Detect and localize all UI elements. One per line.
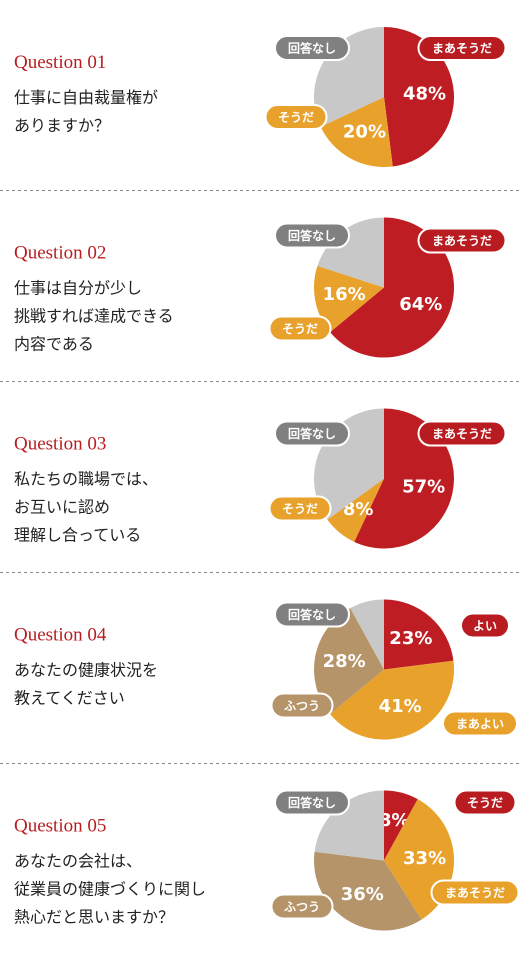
question-text: 挑戦すれば達成できる <box>14 307 174 326</box>
legend-label: そうだ <box>467 796 503 810</box>
question-title: Question 02 <box>14 243 106 264</box>
question-title: Question 05 <box>14 816 106 837</box>
value-label: 36% <box>341 884 384 905</box>
legend-pill <box>270 893 334 920</box>
legend-label: そうだ <box>278 111 314 125</box>
legend-pill <box>274 601 350 628</box>
legend-pill <box>460 612 510 639</box>
pie-slice <box>327 478 384 542</box>
value-label: 57% <box>402 476 445 497</box>
pie-slice <box>314 790 384 861</box>
value-label: 8% <box>379 810 410 831</box>
question-text: あなたの会社は、 <box>14 852 142 871</box>
legend-pill <box>268 315 332 342</box>
legend-label: そうだ <box>282 322 318 336</box>
question-text: 教えてください <box>14 689 125 708</box>
legend-pill <box>274 420 350 447</box>
legend-label: そうだ <box>282 502 318 516</box>
question-text: 熱心だと思いますか？ <box>14 908 174 927</box>
value-label: 16% <box>323 284 366 305</box>
question-title: Question 04 <box>14 625 107 646</box>
legend-label: 回答なし <box>288 41 336 56</box>
legend-label: まあそうだ <box>432 427 492 441</box>
value-label: 23% <box>389 628 432 649</box>
legend-pill <box>442 710 518 737</box>
pie-slice <box>350 599 384 670</box>
value-label: 41% <box>379 696 422 717</box>
legend-pill <box>274 35 350 61</box>
pie-slice <box>314 608 384 715</box>
legend-pill <box>417 420 507 447</box>
legend-label: 回答なし <box>288 426 336 441</box>
pie-slice <box>384 27 454 167</box>
legend-pill <box>417 227 507 254</box>
question-title: Question 01 <box>14 52 106 73</box>
legend-label: ふつう <box>284 900 320 914</box>
legend-label: ふつう <box>284 699 320 713</box>
legend-pill <box>417 35 507 61</box>
legend-label: まあそうだ <box>432 42 492 56</box>
pie-slice <box>384 599 454 670</box>
pie-slice <box>317 217 384 288</box>
legend-pill <box>453 789 517 816</box>
pie-slice <box>320 97 393 167</box>
pie-slice <box>314 851 422 931</box>
value-label: 28% <box>323 651 366 672</box>
question-text: あなたの健康状況を <box>14 661 158 680</box>
question-text: ありますか？ <box>14 116 110 135</box>
question-title: Question 03 <box>14 434 106 455</box>
question-text: 仕事は自分が少し <box>14 279 142 298</box>
legend-pill <box>274 789 350 816</box>
pie-slice <box>384 790 418 861</box>
legend-label: まあよい <box>456 717 504 731</box>
question-text: 仕事に自由裁量権が <box>14 88 158 107</box>
legend-pill <box>264 104 328 130</box>
pie-slice <box>330 660 455 740</box>
question-text: 内容である <box>14 335 94 354</box>
legend-pill <box>270 692 334 719</box>
legend-pill <box>430 879 520 906</box>
question-text: 理解し合っている <box>14 526 141 545</box>
value-label: 33% <box>403 848 446 869</box>
legend-label: まあそうだ <box>445 886 505 900</box>
legend-label: 回答なし <box>288 795 336 810</box>
pie-slice <box>330 217 455 358</box>
question-text: 私たちの職場では、 <box>14 470 158 489</box>
value-label: 20% <box>343 122 386 143</box>
value-label: 64% <box>399 294 442 315</box>
question-text: 従業員の健康づくりに関し <box>14 880 206 899</box>
legend-label: よい <box>473 619 497 633</box>
legend-pill <box>268 495 332 522</box>
value-label: 48% <box>403 83 446 104</box>
pie-slice <box>314 265 384 333</box>
question-text: お互いに認め <box>14 498 110 517</box>
legend-label: 回答なし <box>288 228 336 243</box>
legend-label: 回答なし <box>288 607 336 622</box>
legend-label: まあそうだ <box>432 234 492 248</box>
value-label: 8% <box>343 499 374 520</box>
legend-pill <box>274 222 350 249</box>
